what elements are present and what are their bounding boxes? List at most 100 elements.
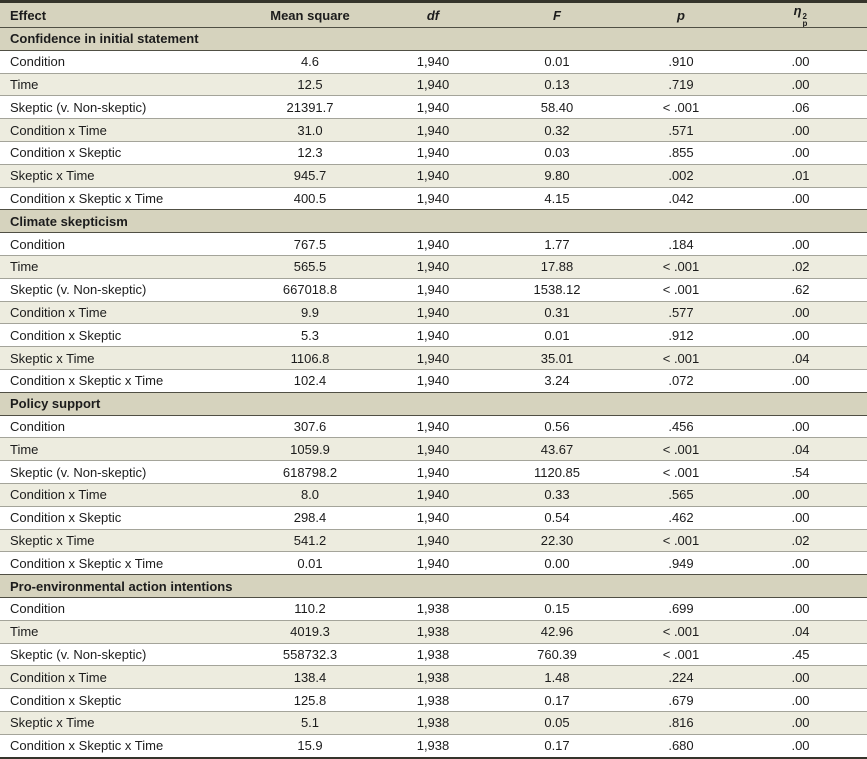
- effect-cell: Condition x Skeptic: [0, 689, 240, 712]
- effect-cell: Condition x Skeptic x Time: [0, 187, 240, 210]
- eta-cell: .00: [734, 597, 867, 621]
- df-cell: 1,940: [380, 529, 486, 553]
- df-cell: 1,940: [380, 73, 486, 97]
- f-cell: 0.00: [486, 552, 628, 575]
- p-cell: .910: [628, 50, 734, 74]
- eta-cell: .62: [734, 278, 867, 302]
- table-row: Skeptic (v. Non-skeptic) 667018.8 1,940 153…: [0, 278, 867, 302]
- mean-square-cell: 102.4: [240, 369, 380, 392]
- f-cell: 0.54: [486, 506, 628, 530]
- mean-square-cell: 15.9: [240, 734, 380, 757]
- f-cell: 1.48: [486, 666, 628, 690]
- eta-cell: .00: [734, 552, 867, 575]
- f-cell: 0.01: [486, 324, 628, 348]
- df-cell: 1,940: [380, 369, 486, 392]
- effect-cell: Skeptic x Time: [0, 529, 240, 553]
- mean-square-cell: 125.8: [240, 689, 380, 712]
- table-row: Skeptic x Time 945.7 1,940 9.80.002.01: [0, 164, 867, 188]
- mean-square-cell: 307.6: [240, 415, 380, 439]
- p-cell: .456: [628, 415, 734, 439]
- eta-cell: .00: [734, 233, 867, 256]
- effect-cell: Condition: [0, 415, 240, 439]
- table-row: Condition x Skeptic x Time 0.01 1,940 0.00.…: [0, 552, 867, 575]
- df-cell: 1,938: [380, 689, 486, 712]
- effect-cell: Skeptic (v. Non-skeptic): [0, 96, 240, 120]
- p-cell: < .001: [628, 347, 734, 370]
- table-row: Condition x Skeptic 5.3 1,940 0.01.912.00: [0, 324, 867, 348]
- effect-cell: Condition: [0, 597, 240, 621]
- p-cell: .816: [628, 711, 734, 735]
- p-cell: .462: [628, 506, 734, 530]
- f-cell: 760.39: [486, 643, 628, 667]
- df-cell: 1,938: [380, 666, 486, 690]
- mean-square-cell: 558732.3: [240, 643, 380, 667]
- p-cell: < .001: [628, 278, 734, 302]
- p-cell: .949: [628, 552, 734, 575]
- eta-cell: .04: [734, 620, 867, 644]
- column-header-mean-square: Mean square: [240, 3, 380, 28]
- effect-cell: Time: [0, 255, 240, 279]
- effect-cell: Condition x Time: [0, 301, 240, 325]
- df-cell: 1,938: [380, 711, 486, 735]
- df-cell: 1,940: [380, 483, 486, 507]
- table-row: Condition x Skeptic 298.4 1,940 0.54.462.00: [0, 506, 867, 530]
- section-title: Climate skepticism: [0, 209, 867, 234]
- f-cell: 22.30: [486, 529, 628, 553]
- table-row: Condition x Time 138.4 1,938 1.48.224.00: [0, 666, 867, 690]
- f-cell: 1120.85: [486, 461, 628, 484]
- p-cell: .577: [628, 301, 734, 325]
- table-body: Confidence in initial statement Condition…: [0, 28, 867, 757]
- df-cell: 1,940: [380, 415, 486, 439]
- p-cell: < .001: [628, 96, 734, 120]
- p-cell: .719: [628, 73, 734, 97]
- df-cell: 1,940: [380, 278, 486, 302]
- eta-cell: .54: [734, 461, 867, 484]
- section-header-row: Confidence in initial statement: [0, 28, 867, 51]
- section-title: Pro-environmental action intentions: [0, 574, 867, 598]
- f-cell: 1.77: [486, 233, 628, 256]
- f-cell: 3.24: [486, 369, 628, 392]
- mean-square-cell: 8.0: [240, 483, 380, 507]
- f-cell: 4.15: [486, 187, 628, 210]
- df-cell: 1,940: [380, 233, 486, 256]
- eta-cell: .06: [734, 96, 867, 120]
- mean-square-cell: 618798.2: [240, 461, 380, 484]
- df-cell: 1,938: [380, 643, 486, 667]
- table-row: Condition 307.6 1,940 0.56.456.00: [0, 415, 867, 439]
- f-cell: 0.03: [486, 141, 628, 165]
- effect-cell: Condition x Time: [0, 119, 240, 142]
- mean-square-cell: 4019.3: [240, 620, 380, 644]
- eta-cell: .45: [734, 643, 867, 667]
- table-row: Condition x Skeptic x Time 15.9 1,938 0.17.…: [0, 734, 867, 757]
- f-cell: 0.15: [486, 597, 628, 621]
- f-cell: 0.31: [486, 301, 628, 325]
- table-row: Condition x Skeptic x Time 400.5 1,940 4.15…: [0, 187, 867, 210]
- effect-cell: Condition x Skeptic x Time: [0, 369, 240, 392]
- effect-cell: Skeptic x Time: [0, 347, 240, 370]
- eta-cell: .00: [734, 73, 867, 97]
- eta-cell: .00: [734, 324, 867, 348]
- eta-symbol: η: [793, 3, 802, 18]
- mean-square-cell: 5.3: [240, 324, 380, 348]
- f-cell: 17.88: [486, 255, 628, 279]
- df-cell: 1,940: [380, 141, 486, 165]
- p-cell: .072: [628, 369, 734, 392]
- table-row: Time 12.5 1,940 0.13.719.00: [0, 73, 867, 97]
- f-cell: 0.17: [486, 734, 628, 757]
- table-row: Condition x Time 31.0 1,940 0.32.571.00: [0, 119, 867, 142]
- p-cell: .002: [628, 164, 734, 188]
- eta-cell: .02: [734, 529, 867, 553]
- column-header-effect: Effect: [0, 3, 240, 28]
- effect-cell: Time: [0, 438, 240, 462]
- df-cell: 1,940: [380, 301, 486, 325]
- p-cell: < .001: [628, 643, 734, 667]
- p-cell: .679: [628, 689, 734, 712]
- mean-square-cell: 945.7: [240, 164, 380, 188]
- df-cell: 1,940: [380, 119, 486, 142]
- f-cell: 0.17: [486, 689, 628, 712]
- effect-cell: Skeptic x Time: [0, 164, 240, 188]
- table-row: Skeptic x Time 541.2 1,940 22.30 < .001.02: [0, 529, 867, 553]
